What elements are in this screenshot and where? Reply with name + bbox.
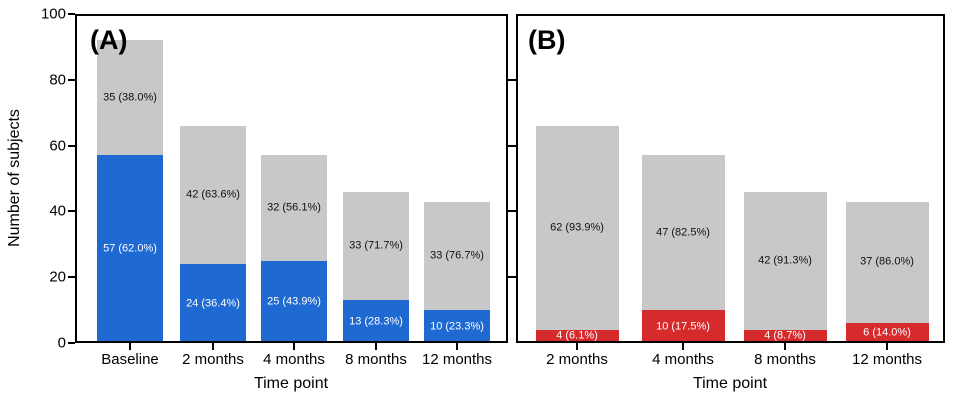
bar-segment-remaining-subjects <box>261 155 327 261</box>
x-tick-mark <box>576 343 578 350</box>
bar-segment-label: 6 (14.0%) <box>863 326 911 339</box>
bar-segment-highlighted-subjects <box>641 310 725 343</box>
bar-segment-label: 10 (23.3%) <box>430 320 484 333</box>
bar-segment-highlighted-subjects <box>535 329 619 343</box>
bar-segment-label: 37 (86.0%) <box>860 255 914 268</box>
bar-segment-highlighted-subjects <box>180 264 246 343</box>
x-tick-mark <box>886 343 888 350</box>
bar-segment-highlighted-subjects <box>743 329 827 343</box>
bar-segment-remaining-subjects <box>180 125 246 265</box>
y-tick-mark <box>68 144 75 147</box>
y-tick-mark <box>68 13 75 15</box>
x-tick-label: 4 months <box>263 351 325 368</box>
bar-segment-highlighted-subjects <box>845 323 929 343</box>
bar-segment-remaining-subjects <box>535 125 619 330</box>
x-tick-label: 8 months <box>754 351 816 368</box>
x-tick-label: 4 months <box>652 351 714 368</box>
panel-a-letter: (A) <box>90 25 128 55</box>
bar-segment-highlighted-subjects <box>261 260 327 343</box>
bar-segment-label: 33 (71.7%) <box>349 239 403 252</box>
bar-segment-label: 42 (91.3%) <box>758 254 812 267</box>
y-tick-label: 80 <box>49 71 66 89</box>
x-tick-mark <box>375 343 377 350</box>
inter-panel-tick-mark <box>506 276 518 279</box>
x-tick-label: 2 months <box>546 351 608 368</box>
y-tick-label: 60 <box>49 137 66 155</box>
bar-segment-label: 42 (63.6%) <box>186 188 240 201</box>
bar-segment-label: 10 (17.5%) <box>656 320 710 333</box>
x-tick-mark <box>784 343 786 350</box>
bar-segment-remaining-subjects <box>97 40 163 156</box>
x-tick-mark <box>682 343 684 350</box>
bar-segment-label: 4 (8.7%) <box>764 329 806 342</box>
x-tick-mark <box>212 343 214 350</box>
x-tick-label: 12 months <box>851 351 923 368</box>
bar-segment-highlighted-subjects <box>97 155 163 343</box>
y-tick-label: 20 <box>49 268 66 286</box>
bar-segment-highlighted-subjects <box>343 300 409 343</box>
bar-segment-label: 4 (6.1%) <box>556 329 598 342</box>
x-tick-label: 2 months <box>182 351 244 368</box>
inter-panel-tick-mark <box>506 78 518 81</box>
panel-a-x-axis-label: Time point <box>253 375 329 392</box>
y-tick-mark <box>68 276 75 279</box>
bar-segment-highlighted-subjects <box>424 310 490 343</box>
bar-segment-remaining-subjects <box>845 201 929 324</box>
x-tick-mark <box>456 343 458 350</box>
bar-segment-label: 35 (38.0%) <box>103 91 157 104</box>
x-tick-mark <box>293 343 295 350</box>
bar-segment-remaining-subjects <box>641 155 725 311</box>
bar-segment-label: 57 (62.0%) <box>103 242 157 255</box>
bar-segment-label: 25 (43.9%) <box>267 295 321 308</box>
bar-segment-label: 24 (36.4%) <box>186 297 240 310</box>
panel-b-x-axis-label: Time point <box>692 375 768 392</box>
bar-segment-remaining-subjects <box>743 191 827 330</box>
y-axis-label: Number of subjects <box>6 109 23 247</box>
bar-segment-label: 33 (76.7%) <box>430 249 484 262</box>
panel-b-letter: (B) <box>528 25 566 55</box>
bar-segment-label: 32 (56.1%) <box>267 201 321 214</box>
y-tick-label: 40 <box>49 202 66 220</box>
x-tick-label: 12 months <box>421 351 493 368</box>
x-tick-mark <box>129 343 131 350</box>
bar-segment-label: 47 (82.5%) <box>656 226 710 239</box>
bar-segment-label: 13 (28.3%) <box>349 315 403 328</box>
inter-panel-tick-mark <box>506 144 518 147</box>
y-tick-mark <box>68 210 75 213</box>
inter-panel-tick-mark <box>506 210 518 213</box>
x-tick-label: Baseline <box>101 351 159 368</box>
bar-segment-remaining-subjects <box>343 191 409 301</box>
y-tick-mark <box>68 78 75 81</box>
y-tick-label: 100 <box>40 5 66 23</box>
bar-segment-label: 62 (93.9%) <box>550 221 604 234</box>
y-tick-label: 0 <box>57 334 66 352</box>
bar-segment-remaining-subjects <box>424 201 490 311</box>
x-tick-label: 8 months <box>345 351 407 368</box>
y-tick-mark <box>68 342 75 344</box>
